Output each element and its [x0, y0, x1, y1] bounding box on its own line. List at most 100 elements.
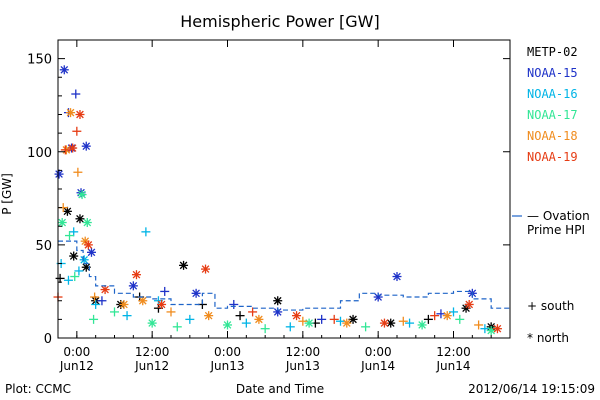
legend-entry: NOAA-18: [527, 129, 578, 143]
north-point-marker: [57, 218, 67, 228]
north-point-marker: [417, 320, 427, 330]
marker-stroke: [81, 237, 90, 245]
north-point-marker: [75, 110, 85, 119]
x-tick-time-label: 0:00: [63, 345, 90, 359]
north-point-marker: [392, 272, 402, 282]
north-point-marker: [179, 260, 189, 270]
marker-stroke: [380, 319, 389, 327]
marker-stroke: [55, 170, 63, 178]
marker-stroke: [465, 300, 474, 309]
marker-stroke: [84, 241, 93, 249]
x-tick-time-label: 0:00: [365, 345, 392, 359]
marker-stroke: [120, 300, 128, 309]
north-point-marker: [69, 251, 79, 261]
north-point-marker: [273, 296, 283, 306]
south-point-marker: [423, 314, 433, 324]
x-tick-date-label: Jun12: [134, 359, 169, 373]
north-point-marker: [79, 255, 89, 265]
north-point-marker: [81, 141, 91, 151]
south-point-marker: [160, 286, 170, 296]
north-point-marker: [100, 285, 110, 295]
marker-stroke: [292, 311, 301, 320]
marker-stroke: [82, 142, 91, 150]
legend-entry: NOAA-15: [527, 66, 578, 80]
legend-marker-entry: * north: [527, 331, 569, 345]
x-tick-time-label: 12:00: [135, 345, 170, 359]
north-point-marker: [68, 143, 78, 153]
chart-title: Hemispheric Power [GW]: [180, 12, 379, 31]
south-point-marker: [298, 316, 308, 326]
south-point-marker: [172, 322, 182, 332]
north-point-marker: [379, 318, 389, 328]
south-point-marker: [241, 318, 251, 328]
north-point-marker: [138, 296, 148, 306]
south-point-marker: [248, 307, 258, 317]
x-tick-date-label: Jun13: [209, 359, 244, 373]
north-point-marker: [119, 299, 129, 309]
marker-stroke: [138, 296, 147, 305]
south-point-marker: [235, 311, 245, 321]
y-tick-label: 0: [44, 332, 52, 347]
legend-ovation-label: — Ovation: [527, 209, 590, 223]
south-point-marker: [398, 316, 408, 326]
x-tick-date-label: Jun12: [59, 359, 94, 373]
x-tick-date-label: Jun13: [285, 359, 320, 373]
x-tick-time-label: 12:00: [436, 345, 471, 359]
marker-stroke: [305, 319, 313, 327]
footer-timestamp: 2012/06/14 19:15:09: [468, 382, 595, 396]
south-point-marker: [122, 311, 132, 321]
marker-stroke: [157, 300, 166, 309]
north-point-marker: [54, 169, 64, 179]
marker-stroke: [132, 270, 141, 279]
south-point-marker: [260, 324, 270, 334]
marker-stroke: [129, 282, 138, 290]
north-point-marker: [254, 314, 264, 324]
north-point-marker: [147, 318, 157, 328]
marker-stroke: [204, 311, 213, 320]
south-point-marker: [71, 89, 81, 99]
north-point-marker: [204, 311, 214, 321]
south-point-marker: [60, 145, 70, 155]
x-tick-date-label: Jun14: [360, 359, 395, 373]
legend-entry: METP-02: [527, 45, 578, 59]
south-point-marker: [229, 299, 239, 309]
marker-stroke: [349, 315, 357, 324]
north-point-marker: [83, 240, 93, 250]
north-point-marker: [77, 190, 87, 200]
north-point-marker: [273, 307, 283, 317]
marker-stroke: [60, 65, 69, 74]
south-point-marker: [89, 314, 99, 324]
legend-ovation-label: Prime HPI: [527, 223, 585, 237]
y-axis-label: P [GW]: [0, 173, 14, 215]
x-tick-date-label: Jun14: [435, 359, 470, 373]
legend: METP-02 NOAA-15 NOAA-16 NOAA-17 NOAA-18 NOAA-…: [512, 45, 590, 345]
marker-stroke: [179, 261, 188, 270]
south-point-marker: [166, 307, 176, 317]
north-point-marker: [348, 314, 358, 324]
north-point-marker: [442, 311, 452, 321]
north-point-marker: [191, 288, 201, 298]
legend-marker-entry: + south: [527, 299, 574, 313]
south-point-marker: [436, 309, 446, 319]
south-point-marker: [70, 272, 80, 282]
marker-stroke: [418, 321, 426, 329]
marker-stroke: [493, 324, 502, 333]
south-point-marker: [430, 311, 440, 321]
marker-stroke: [342, 319, 351, 327]
south-point-marker: [141, 227, 151, 237]
legend-entry: NOAA-16: [527, 87, 578, 101]
marker-stroke: [87, 248, 96, 257]
north-point-marker: [128, 281, 138, 291]
marker-stroke: [101, 285, 109, 294]
south-point-marker: [285, 322, 295, 332]
north-point-marker: [86, 247, 96, 257]
south-point-marker: [74, 266, 84, 276]
marker-stroke: [273, 296, 282, 305]
south-point-marker: [449, 307, 458, 317]
north-point-marker: [292, 311, 302, 321]
north-point-marker: [486, 326, 496, 336]
legend-entry: NOAA-19: [527, 150, 578, 164]
y-tick-label: 50: [35, 239, 52, 254]
marker-stroke: [58, 218, 67, 227]
